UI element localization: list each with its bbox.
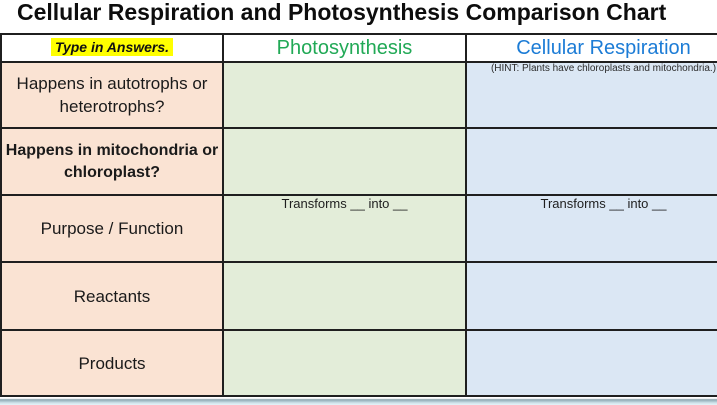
hint-text: (HINT: Plants have chloroplasts and mito… — [490, 63, 717, 74]
answer-cell-photosynthesis-autotrophs[interactable] — [222, 61, 467, 129]
row-label-products: Products — [0, 329, 224, 397]
answer-cell-photosynthesis-reactants[interactable] — [222, 261, 467, 331]
row-label-autotrophs: Happens in autotrophs or heterotrophs? — [0, 61, 224, 129]
header-row: Type in Answers. Photosynthesis Cellular… — [0, 33, 717, 63]
row-label-mitochondria: Happens in mitochondria or chloroplast? — [0, 127, 224, 196]
table-row: Purpose / Function Transforms __ into __… — [0, 194, 717, 263]
column-header-cellular-respiration: Cellular Respiration — [465, 33, 717, 63]
column-header-photosynthesis: Photosynthesis — [222, 33, 467, 63]
slide-bottom-edge — [0, 397, 717, 405]
answer-cell-respiration-mitochondria[interactable] — [465, 127, 717, 196]
table-row: Products — [0, 329, 717, 397]
table-row: Happens in autotrophs or heterotrophs? (… — [0, 61, 717, 129]
table-row: Reactants — [0, 261, 717, 331]
answer-cell-photosynthesis-purpose[interactable]: Transforms __ into __ — [222, 194, 467, 263]
table-row: Happens in mitochondria or chloroplast? — [0, 127, 717, 196]
answer-cell-photosynthesis-mitochondria[interactable] — [222, 127, 467, 196]
type-in-answers-cell: Type in Answers. — [0, 33, 224, 63]
answer-cell-respiration-products[interactable] — [465, 329, 717, 397]
answer-cell-respiration-reactants[interactable] — [465, 261, 717, 331]
answer-cell-respiration-purpose[interactable]: Transforms __ into __ — [465, 194, 717, 263]
row-label-reactants: Reactants — [0, 261, 224, 331]
answer-cell-photosynthesis-products[interactable] — [222, 329, 467, 397]
row-label-purpose: Purpose / Function — [0, 194, 224, 263]
answer-cell-respiration-autotrophs[interactable]: (HINT: Plants have chloroplasts and mito… — [465, 61, 717, 129]
page-title: Cellular Respiration and Photosynthesis … — [17, 0, 667, 25]
type-in-answers-label: Type in Answers. — [50, 38, 174, 56]
comparison-table: Type in Answers. Photosynthesis Cellular… — [0, 33, 717, 397]
